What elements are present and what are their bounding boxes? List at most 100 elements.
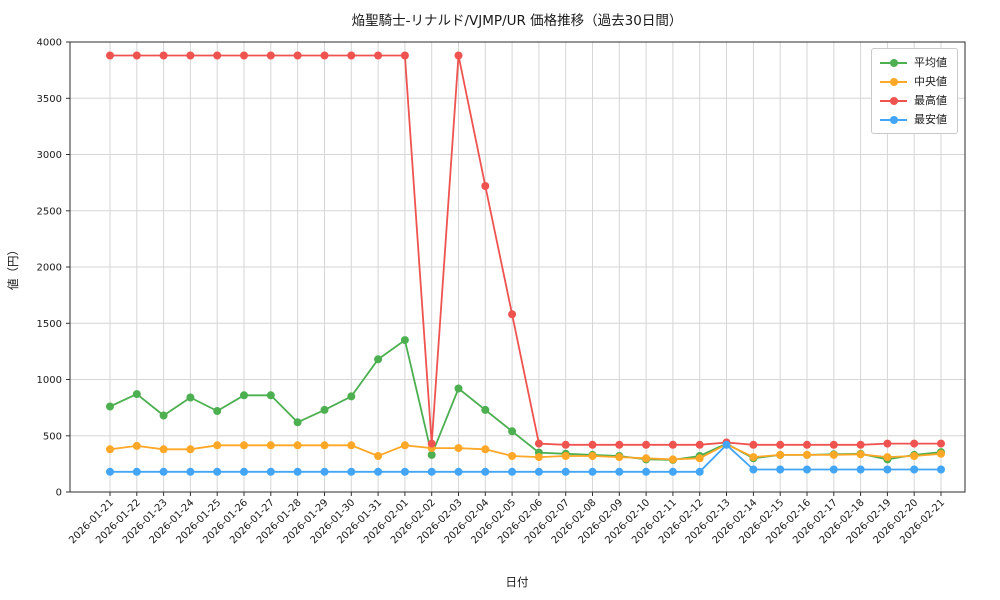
series-point-median [159, 445, 168, 454]
y-tick-label: 3500 [37, 94, 62, 105]
series-point-highest [561, 440, 570, 449]
series-point-average [213, 407, 222, 415]
legend: 平均値 中央値 最高値 最安値 [871, 48, 958, 134]
series-point-median [266, 441, 275, 450]
series-point-lowest [266, 467, 275, 476]
series-point-highest [132, 51, 141, 60]
series-point-highest [776, 440, 785, 449]
series-point-lowest [293, 467, 302, 476]
y-tick-label: 0 [56, 488, 62, 499]
series-point-highest [910, 439, 919, 448]
series-point-lowest [883, 465, 892, 474]
series-point-highest [347, 51, 356, 60]
series-point-median [776, 450, 785, 459]
x-axis-ticks: 2026-01-212026-01-222026-01-232026-01-24… [67, 492, 947, 546]
series-point-highest [213, 51, 222, 60]
series-point-median [588, 452, 597, 460]
series-point-median [481, 445, 490, 454]
series-point-highest [615, 440, 624, 449]
y-tick-label: 500 [43, 431, 62, 442]
series-line-median [109, 443, 942, 461]
series-point-median [910, 452, 919, 460]
series-point-highest [374, 51, 383, 60]
series-point-highest [400, 51, 409, 60]
series-point-median [534, 453, 543, 462]
y-tick-label: 4000 [37, 38, 62, 49]
series-point-highest [749, 440, 758, 449]
series-point-lowest [427, 467, 436, 476]
series-point-lowest [132, 467, 141, 476]
series-point-highest [883, 439, 892, 448]
series-point-lowest [803, 465, 811, 474]
series-point-highest [186, 51, 195, 60]
series-point-lowest [829, 465, 838, 474]
series-point-average [427, 450, 436, 459]
series-point-lowest [695, 467, 704, 476]
y-axis-ticks: 0 500 1000 1500 2000 2500 3000 3500 4000 [37, 38, 70, 499]
series-point-lowest [240, 467, 248, 476]
series-point-median [668, 455, 677, 464]
series-line-lowest [110, 443, 941, 473]
series-point-highest [293, 51, 302, 60]
series-point-median [347, 441, 356, 450]
series-point-highest [481, 182, 490, 190]
series-point-median [883, 453, 892, 462]
series-point-lowest [374, 467, 383, 476]
series-line-average [109, 338, 942, 461]
series-point-average [106, 402, 114, 411]
series-point-median [186, 445, 195, 454]
grid [70, 41, 965, 493]
series-point-median [615, 453, 624, 462]
series-point-median [400, 441, 409, 450]
series-point-highest [320, 51, 329, 60]
series-point-lowest [320, 467, 329, 476]
legend-label-highest: 最高値 [914, 94, 947, 107]
series-point-highest [668, 440, 677, 449]
series-point-lowest [776, 465, 785, 474]
legend-label-lowest: 最安値 [914, 113, 947, 126]
series-point-average [186, 393, 195, 402]
series-point-lowest [106, 467, 114, 476]
series-point-average [481, 405, 490, 414]
series-point-lowest [937, 465, 945, 474]
series-point-highest [534, 439, 543, 448]
series-point-lowest [561, 467, 570, 476]
legend-item-highest: 最高値 [880, 94, 947, 107]
series-point-median [937, 449, 945, 458]
series-point-lowest [347, 467, 356, 476]
lowest-series-marker [880, 115, 907, 125]
series-point-average [240, 391, 248, 400]
series-point-median [508, 452, 517, 460]
series-point-lowest [213, 467, 222, 476]
series-point-average [347, 392, 356, 401]
series-point-highest [508, 310, 517, 319]
series-point-highest [856, 440, 865, 449]
series-point-median [695, 454, 704, 463]
series-point-average [400, 336, 409, 345]
series-point-median [561, 452, 570, 460]
y-tick-label: 1000 [37, 375, 62, 386]
series-point-median [132, 441, 141, 450]
series-point-average [374, 355, 383, 364]
series-point-median [856, 450, 865, 459]
series-point-lowest [856, 465, 865, 474]
series-point-average [132, 390, 141, 399]
series-point-median [642, 454, 651, 463]
series-point-median [829, 450, 838, 459]
series-point-median [374, 452, 383, 460]
series-point-highest [427, 439, 436, 448]
series-point-median [106, 445, 114, 454]
legend-label-median: 中央値 [914, 75, 947, 88]
series-point-highest [642, 440, 651, 449]
series-point-median [749, 453, 758, 462]
chart-title: 焔聖騎士-リナルド/VJMP/UR 価格推移（過去30日間） [352, 13, 683, 29]
series-point-median [293, 441, 302, 450]
series-point-lowest [400, 467, 409, 476]
series-point-highest [588, 440, 597, 449]
series-point-highest [159, 51, 168, 60]
series-point-highest [106, 51, 114, 60]
legend-label-average: 平均値 [914, 56, 947, 69]
legend-item-median: 中央値 [880, 75, 947, 88]
y-axis-label: 値（円） [6, 244, 20, 290]
